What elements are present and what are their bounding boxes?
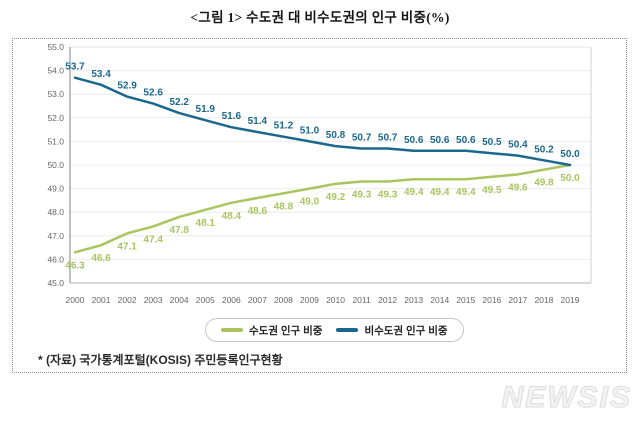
- svg-text:52.0: 52.0: [47, 113, 64, 123]
- svg-text:50.0: 50.0: [47, 160, 64, 170]
- svg-text:53.4: 53.4: [91, 69, 111, 80]
- svg-text:2011: 2011: [352, 295, 371, 305]
- svg-text:50.0: 50.0: [560, 173, 580, 184]
- svg-text:2013: 2013: [404, 295, 423, 305]
- svg-text:49.4: 49.4: [404, 187, 424, 198]
- svg-text:53.0: 53.0: [47, 89, 64, 99]
- svg-text:2017: 2017: [508, 295, 527, 305]
- svg-text:54.0: 54.0: [47, 66, 64, 76]
- svg-text:48.6: 48.6: [248, 206, 268, 217]
- svg-text:52.9: 52.9: [117, 81, 137, 92]
- svg-text:51.0: 51.0: [300, 125, 320, 136]
- svg-text:2002: 2002: [118, 295, 137, 305]
- capital-series-line: [73, 163, 572, 254]
- figure-title: <그림 1> 수도권 대 비수도권의 인구 비중(%): [190, 10, 450, 25]
- svg-text:48.1: 48.1: [196, 218, 216, 229]
- svg-text:2014: 2014: [430, 295, 449, 305]
- svg-text:50.6: 50.6: [456, 135, 476, 146]
- svg-text:50.0: 50.0: [560, 149, 580, 160]
- svg-text:48.0: 48.0: [47, 207, 64, 217]
- svg-text:49.5: 49.5: [482, 185, 502, 196]
- svg-text:47.0: 47.0: [47, 231, 64, 241]
- svg-text:50.7: 50.7: [352, 132, 372, 143]
- legend-label-capital: 수도권 인구 비중: [249, 324, 323, 337]
- svg-text:2018: 2018: [534, 295, 553, 305]
- svg-text:49.2: 49.2: [326, 192, 346, 203]
- legend-label-noncapital: 비수도권 인구 비중: [364, 324, 448, 337]
- population-share-line-chart: 45.0 46.0 47.0 48.0 49.0 50.0 51.0 52.0 53.0 54.0…: [14, 40, 626, 312]
- svg-text:47.4: 47.4: [143, 234, 163, 245]
- svg-text:2004: 2004: [170, 295, 189, 305]
- svg-text:47.1: 47.1: [117, 241, 137, 252]
- svg-text:50.5: 50.5: [482, 137, 502, 148]
- svg-text:51.0: 51.0: [47, 136, 64, 146]
- svg-text:50.2: 50.2: [534, 144, 554, 155]
- svg-text:48.4: 48.4: [222, 211, 242, 222]
- svg-text:50.4: 50.4: [508, 140, 528, 151]
- svg-text:50.6: 50.6: [430, 135, 450, 146]
- svg-text:52.6: 52.6: [143, 88, 163, 99]
- svg-text:50.7: 50.7: [378, 132, 398, 143]
- svg-text:52.2: 52.2: [169, 97, 189, 108]
- svg-text:49.3: 49.3: [378, 190, 398, 201]
- svg-text:45.0: 45.0: [47, 278, 64, 288]
- svg-text:2000: 2000: [66, 295, 85, 305]
- svg-text:2010: 2010: [326, 295, 345, 305]
- svg-text:49.4: 49.4: [456, 187, 476, 198]
- svg-text:2019: 2019: [561, 295, 580, 305]
- svg-text:2003: 2003: [144, 295, 163, 305]
- source-note: * (자료) 국가통계포털(KOSIS) 주민등록인구현황: [38, 353, 283, 367]
- svg-text:53.7: 53.7: [65, 62, 85, 73]
- svg-text:2008: 2008: [274, 295, 293, 305]
- svg-text:2001: 2001: [92, 295, 111, 305]
- svg-text:50.8: 50.8: [326, 130, 346, 141]
- svg-text:55.0: 55.0: [47, 42, 64, 52]
- svg-text:49.3: 49.3: [352, 190, 372, 201]
- svg-text:2006: 2006: [222, 295, 241, 305]
- svg-text:2015: 2015: [456, 295, 475, 305]
- newsis-watermark: NEWSIS: [501, 380, 632, 414]
- svg-text:49.0: 49.0: [47, 184, 64, 194]
- svg-text:50.6: 50.6: [404, 135, 424, 146]
- legend-item-capital: 수도권 인구 비중: [221, 323, 322, 338]
- svg-text:48.8: 48.8: [274, 201, 294, 212]
- svg-text:51.9: 51.9: [196, 104, 216, 115]
- svg-text:49.6: 49.6: [508, 182, 528, 193]
- svg-text:46.6: 46.6: [91, 253, 111, 264]
- svg-text:2007: 2007: [248, 295, 267, 305]
- svg-text:46.0: 46.0: [47, 254, 64, 264]
- svg-text:49.4: 49.4: [430, 187, 450, 198]
- svg-text:51.2: 51.2: [274, 121, 294, 132]
- svg-text:2009: 2009: [300, 295, 319, 305]
- svg-text:47.8: 47.8: [169, 225, 189, 236]
- svg-text:46.3: 46.3: [65, 260, 85, 271]
- legend-item-noncapital: 비수도권 인구 비중: [336, 323, 448, 338]
- legend-swatch-noncapital: [336, 328, 359, 332]
- legend-swatch-capital: [221, 328, 243, 332]
- svg-text:2012: 2012: [378, 295, 397, 305]
- chart-legend: 수도권 인구 비중 비수도권 인구 비중: [205, 318, 464, 342]
- svg-text:51.6: 51.6: [222, 111, 242, 122]
- svg-text:51.4: 51.4: [248, 116, 268, 127]
- svg-text:2005: 2005: [196, 295, 215, 305]
- noncapital-series-line: [73, 76, 572, 167]
- svg-text:49.0: 49.0: [300, 197, 320, 208]
- svg-text:2016: 2016: [482, 295, 501, 305]
- svg-text:49.8: 49.8: [534, 178, 554, 189]
- chart-canvas: 45.0 46.0 47.0 48.0 49.0 50.0 51.0 52.0 53.0 54.0…: [47, 42, 592, 305]
